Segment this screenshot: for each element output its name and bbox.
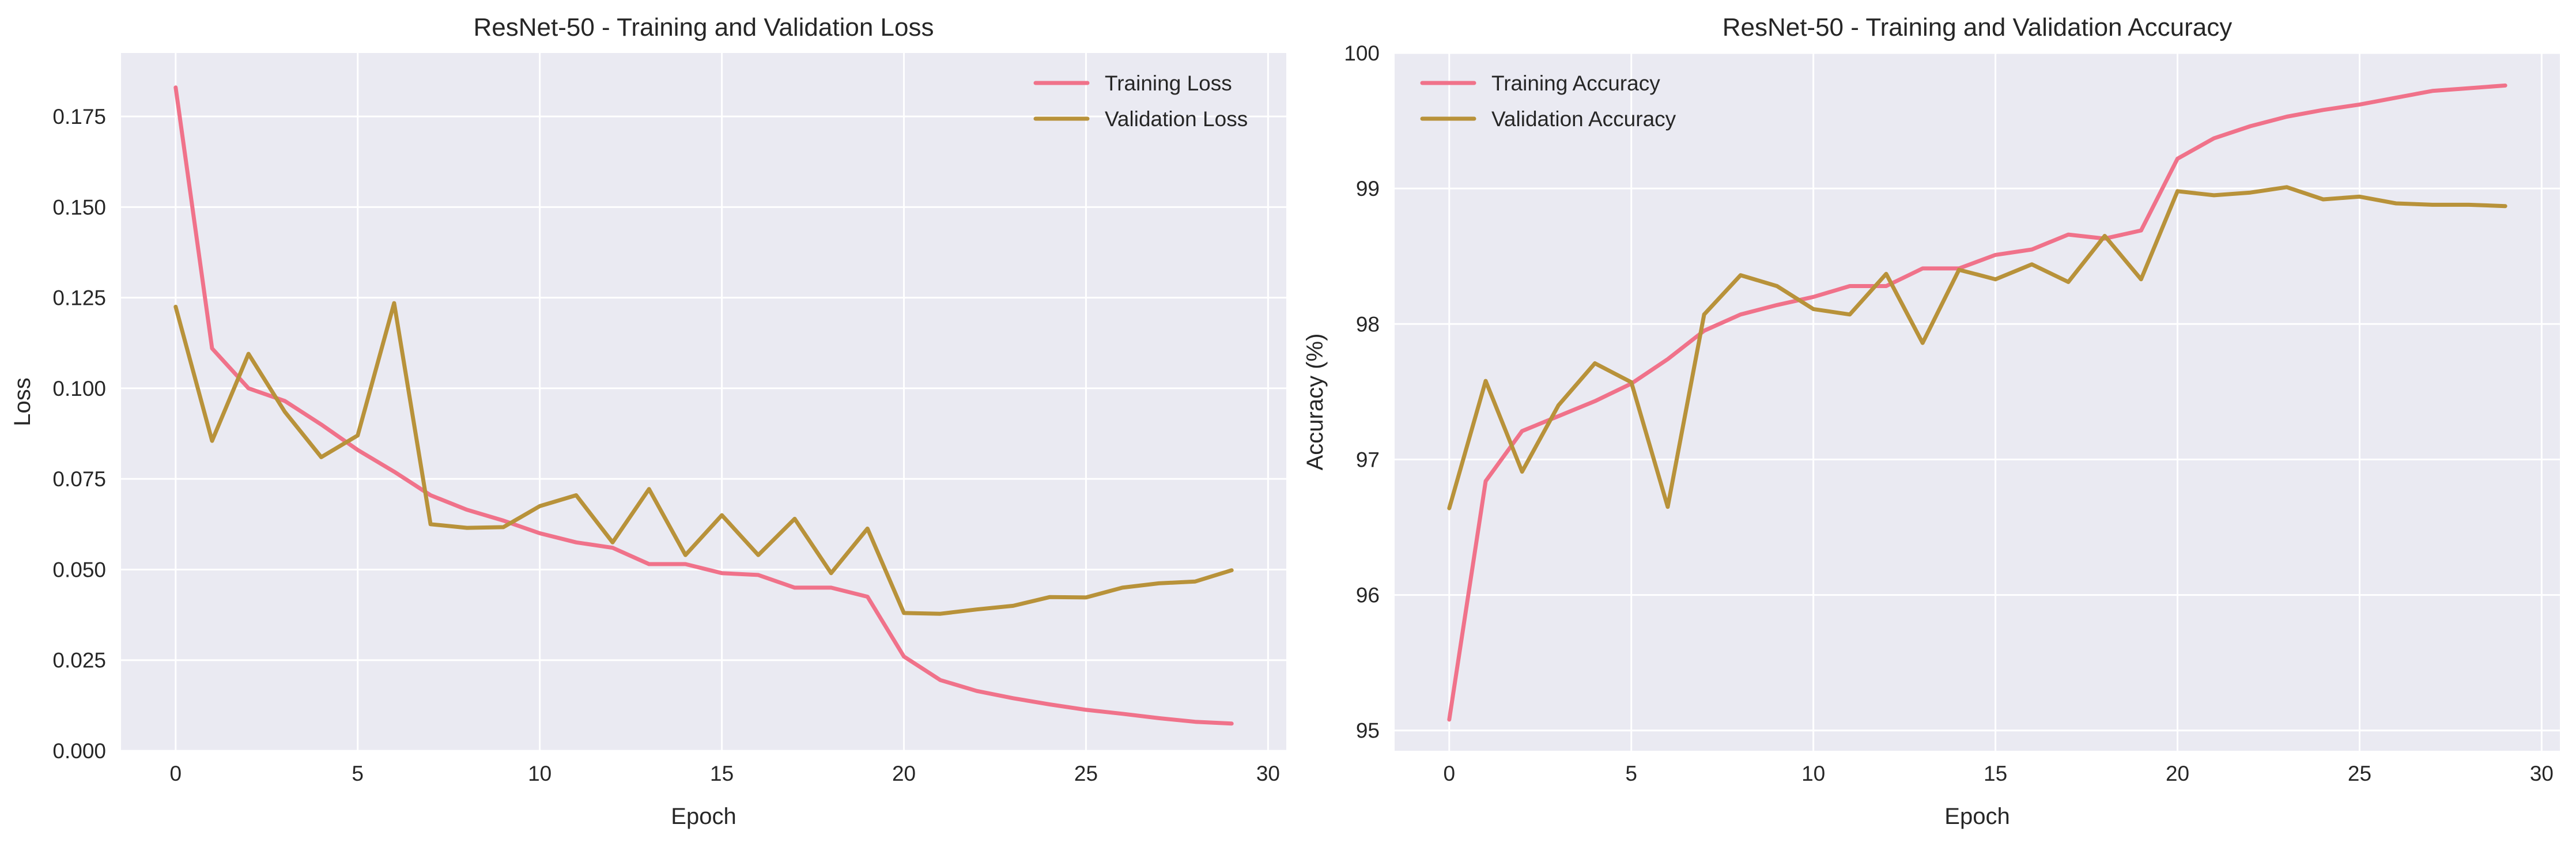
x-tick-label: 5 — [352, 762, 364, 785]
y-tick-label: 100 — [1344, 41, 1380, 65]
x-tick-label: 30 — [2530, 762, 2554, 785]
y-tick-label: 0.025 — [52, 649, 106, 672]
x-tick-label: 15 — [710, 762, 734, 785]
legend: Training Loss Validation Loss — [1033, 71, 1248, 131]
y-tick-label: 95 — [1356, 719, 1380, 743]
x-tick-label: 20 — [892, 762, 916, 785]
y-tick-label: 0.125 — [52, 286, 106, 310]
y-tick-label: 0.050 — [52, 558, 106, 581]
y-axis-label: Loss — [10, 377, 35, 426]
x-tick-label: 20 — [2166, 762, 2189, 785]
y-tick-label: 96 — [1356, 584, 1380, 607]
y-tick-label: 0.075 — [52, 467, 106, 491]
y-tick-label: 0.100 — [52, 377, 106, 400]
x-tick-label: 25 — [2348, 762, 2371, 785]
x-tick-label: 0 — [1443, 762, 1455, 785]
x-tick-label: 10 — [528, 762, 552, 785]
legend-label: Training Loss — [1105, 71, 1232, 95]
y-tick-label: 0.000 — [52, 739, 106, 763]
x-tick-label: 15 — [1984, 762, 2007, 785]
x-tick-label: 25 — [1074, 762, 1098, 785]
x-axis-label: Epoch — [671, 804, 736, 829]
legend-label: Validation Accuracy — [1491, 107, 1676, 131]
x-tick-label: 0 — [169, 762, 182, 785]
plot-area — [1395, 53, 2560, 751]
chart-title: ResNet-50 - Training and Validation Loss — [474, 13, 934, 41]
loss-chart: 0 5 10 15 20 25 30 0.000 0.025 0.050 0.075 0.100 0.1… — [10, 13, 1286, 829]
series-line-validation-accuracy — [1447, 185, 2507, 511]
series-line-validation-loss — [173, 301, 1234, 616]
plot-area — [121, 53, 1286, 751]
y-tick-label: 98 — [1356, 312, 1380, 336]
accuracy-chart: 0 5 10 15 20 25 30 95 96 97 98 99 100 ResNet-50 - Tra… — [1302, 13, 2560, 829]
series-line-training-accuracy — [1447, 83, 2507, 722]
y-axis-label: Accuracy (%) — [1302, 334, 1328, 471]
x-tick-label: 30 — [1256, 762, 1280, 785]
y-tick-label: 99 — [1356, 177, 1380, 201]
x-tick-label: 5 — [1625, 762, 1637, 785]
chart-title: ResNet-50 - Training and Validation Accu… — [1723, 13, 2233, 41]
x-axis-label: Epoch — [1944, 804, 2010, 829]
legend-label: Validation Loss — [1105, 107, 1248, 131]
y-tick-label: 97 — [1356, 448, 1380, 471]
legend-label: Training Accuracy — [1491, 71, 1660, 95]
series-line-training-loss — [173, 85, 1234, 726]
x-tick-label: 10 — [1801, 762, 1825, 785]
y-tick-label: 0.150 — [52, 195, 106, 219]
legend: Training Accuracy Validation Accuracy — [1420, 71, 1676, 131]
y-tick-label: 0.175 — [52, 105, 106, 128]
